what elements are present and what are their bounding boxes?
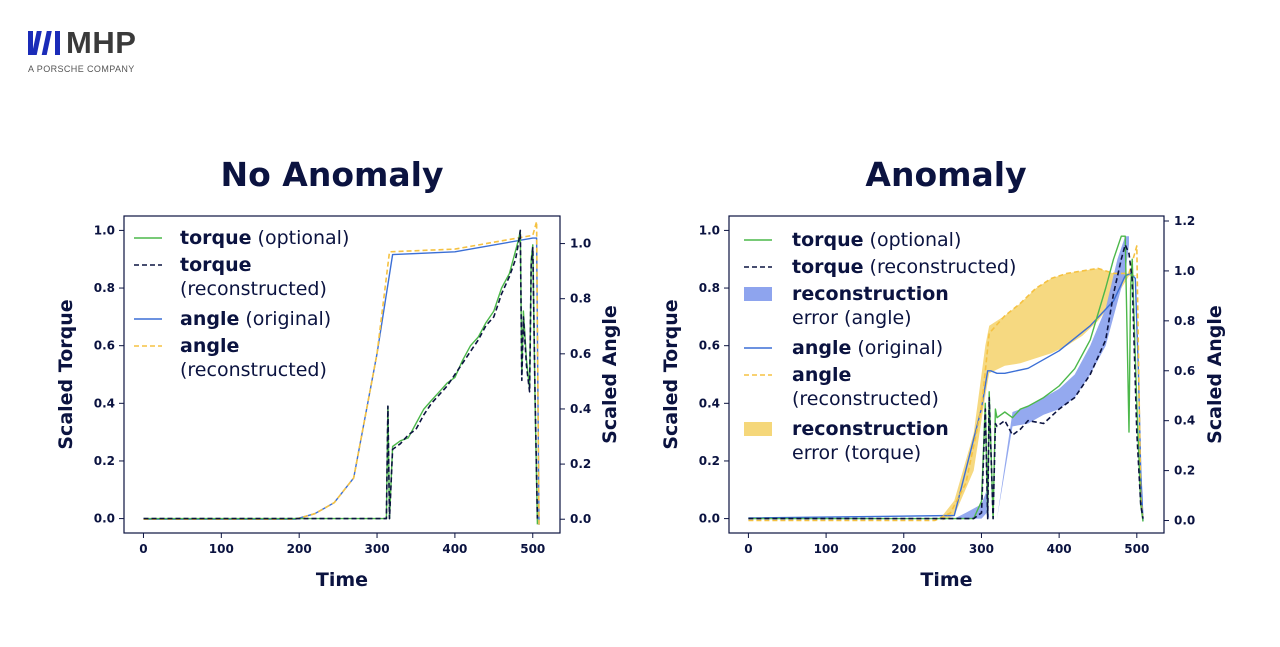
legend-label-rest: (reconstructed): [870, 256, 1017, 278]
plot-area: [143, 220, 540, 525]
x-axis-label: Time: [316, 569, 368, 591]
series-angle-recon: [748, 245, 1144, 522]
y-tick-label: 0.6: [699, 339, 720, 353]
legend-label-rest: (optional): [258, 227, 350, 249]
y-tick-label: 0.4: [699, 396, 720, 410]
legend-label-bold: torque: [180, 254, 252, 276]
x-tick-label: 400: [442, 542, 467, 556]
plot-area: [748, 235, 1144, 522]
x-tick-label: 0: [744, 542, 752, 556]
brand-logo: MHP A PORSCHE COMPANY: [28, 25, 137, 74]
y2-tick-label: 0.2: [570, 457, 591, 471]
legend-label-rest: error (angle): [792, 307, 912, 329]
brand-tagline: A PORSCHE COMPANY: [28, 64, 135, 74]
x-tick-label: 200: [287, 542, 312, 556]
x-tick-label: 400: [1047, 542, 1072, 556]
chart-2: Anomaly 0 100 200 300 400 500 0.0 0.2 0.4 0.6 0.8 1.…: [660, 155, 1226, 591]
y2-tick-label: 1.2: [1174, 214, 1195, 228]
legend-label-bold: reconstruction: [792, 418, 949, 440]
series-angle: [748, 272, 1144, 521]
y-tick-label: 0.2: [699, 454, 720, 468]
y-tick-label: 0.8: [94, 281, 115, 295]
legend-label-bold: torque: [792, 229, 864, 251]
logo-slash-icon: [28, 31, 60, 55]
legend-label-bold: angle: [792, 364, 851, 386]
y2-tick-label: 0.4: [1174, 414, 1195, 428]
plot-frame: [728, 215, 1165, 534]
chart-title: Anomaly: [865, 155, 1026, 194]
legend-label-bold: angle: [180, 308, 239, 330]
y-axis-label: Scaled Torque: [660, 299, 682, 449]
y2-axis-label: Scaled Angle: [1204, 305, 1226, 444]
legend-label: angle (original): [180, 308, 331, 330]
legend-label-bold: torque: [180, 227, 252, 249]
legend-label-rest: (reconstructed): [180, 278, 327, 300]
logo-mark: MHP: [28, 25, 137, 60]
y-tick-label: 0.4: [94, 396, 115, 410]
y2-tick-label: 0.0: [1174, 514, 1195, 528]
y-tick-label: 1.0: [699, 223, 720, 237]
y2-tick-label: 0.4: [570, 402, 591, 416]
legend-label-rest: (optional): [870, 229, 962, 251]
y2-tick-label: 0.6: [1174, 364, 1195, 378]
x-axis-label: Time: [920, 569, 972, 591]
y2-tick-label: 0.8: [570, 292, 591, 306]
y2-tick-label: 1.0: [570, 237, 591, 251]
y-tick-label: 1.0: [94, 223, 115, 237]
brand-name: MHP: [66, 25, 137, 60]
legend-label-bold: reconstruction: [792, 283, 949, 305]
legend-label-bold: torque: [792, 256, 864, 278]
series-torque-recon: [143, 229, 539, 520]
legend-label-bold: angle: [180, 335, 239, 357]
legend-swatch-err-torque: [744, 422, 772, 436]
x-tick-label: 500: [1124, 542, 1149, 556]
legend-label-rest: (reconstructed): [792, 388, 939, 410]
chart-title: No Anomaly: [221, 155, 444, 194]
legend-label-rest: (original): [245, 308, 331, 330]
legend-label-bold: angle: [792, 337, 851, 359]
y2-tick-label: 0.0: [570, 512, 591, 526]
legend-label: torque (reconstructed): [792, 256, 1016, 278]
legend-label: torque (optional): [792, 229, 961, 251]
y-tick-label: 0.8: [699, 281, 720, 295]
x-tick-label: 300: [365, 542, 390, 556]
legend-label: torque (optional): [180, 227, 349, 249]
x-tick-label: 300: [969, 542, 994, 556]
chart-1: No Anomaly 0 100 200 300 400 500 0.0 0.2 0.4 0.6 0.…: [55, 155, 621, 591]
series-torque-recon: [748, 244, 1144, 520]
x-tick-label: 100: [814, 542, 839, 556]
y2-tick-label: 0.6: [570, 347, 591, 361]
legend: torque (optional)torque(reconstructed)ang…: [134, 227, 349, 381]
y-tick-label: 0.6: [94, 339, 115, 353]
legend-swatch-err-angle: [744, 287, 772, 301]
y2-axis-label: Scaled Angle: [599, 305, 621, 444]
legend-label-rest: error (torque): [792, 442, 921, 464]
y-tick-label: 0.2: [94, 454, 115, 468]
fill-err-torque: [942, 268, 1137, 521]
x-tick-label: 100: [209, 542, 234, 556]
y-tick-label: 0.0: [699, 512, 720, 526]
legend-label: angle (original): [792, 337, 943, 359]
y-tick-label: 0.0: [94, 512, 115, 526]
series-angle-recon: [143, 220, 540, 525]
plot-frame: [123, 215, 561, 534]
legend-label-rest: (reconstructed): [180, 359, 327, 381]
legend: torque (optional) torque (reconstructed) rec…: [744, 229, 1016, 464]
x-tick-label: 500: [520, 542, 545, 556]
y2-tick-label: 0.8: [1174, 314, 1195, 328]
legend-label-rest: (original): [857, 337, 943, 359]
x-tick-label: 0: [139, 542, 147, 556]
y2-tick-label: 1.0: [1174, 264, 1195, 278]
y2-tick-label: 0.2: [1174, 464, 1195, 478]
x-tick-label: 200: [891, 542, 916, 556]
y-axis-label: Scaled Torque: [55, 299, 77, 449]
